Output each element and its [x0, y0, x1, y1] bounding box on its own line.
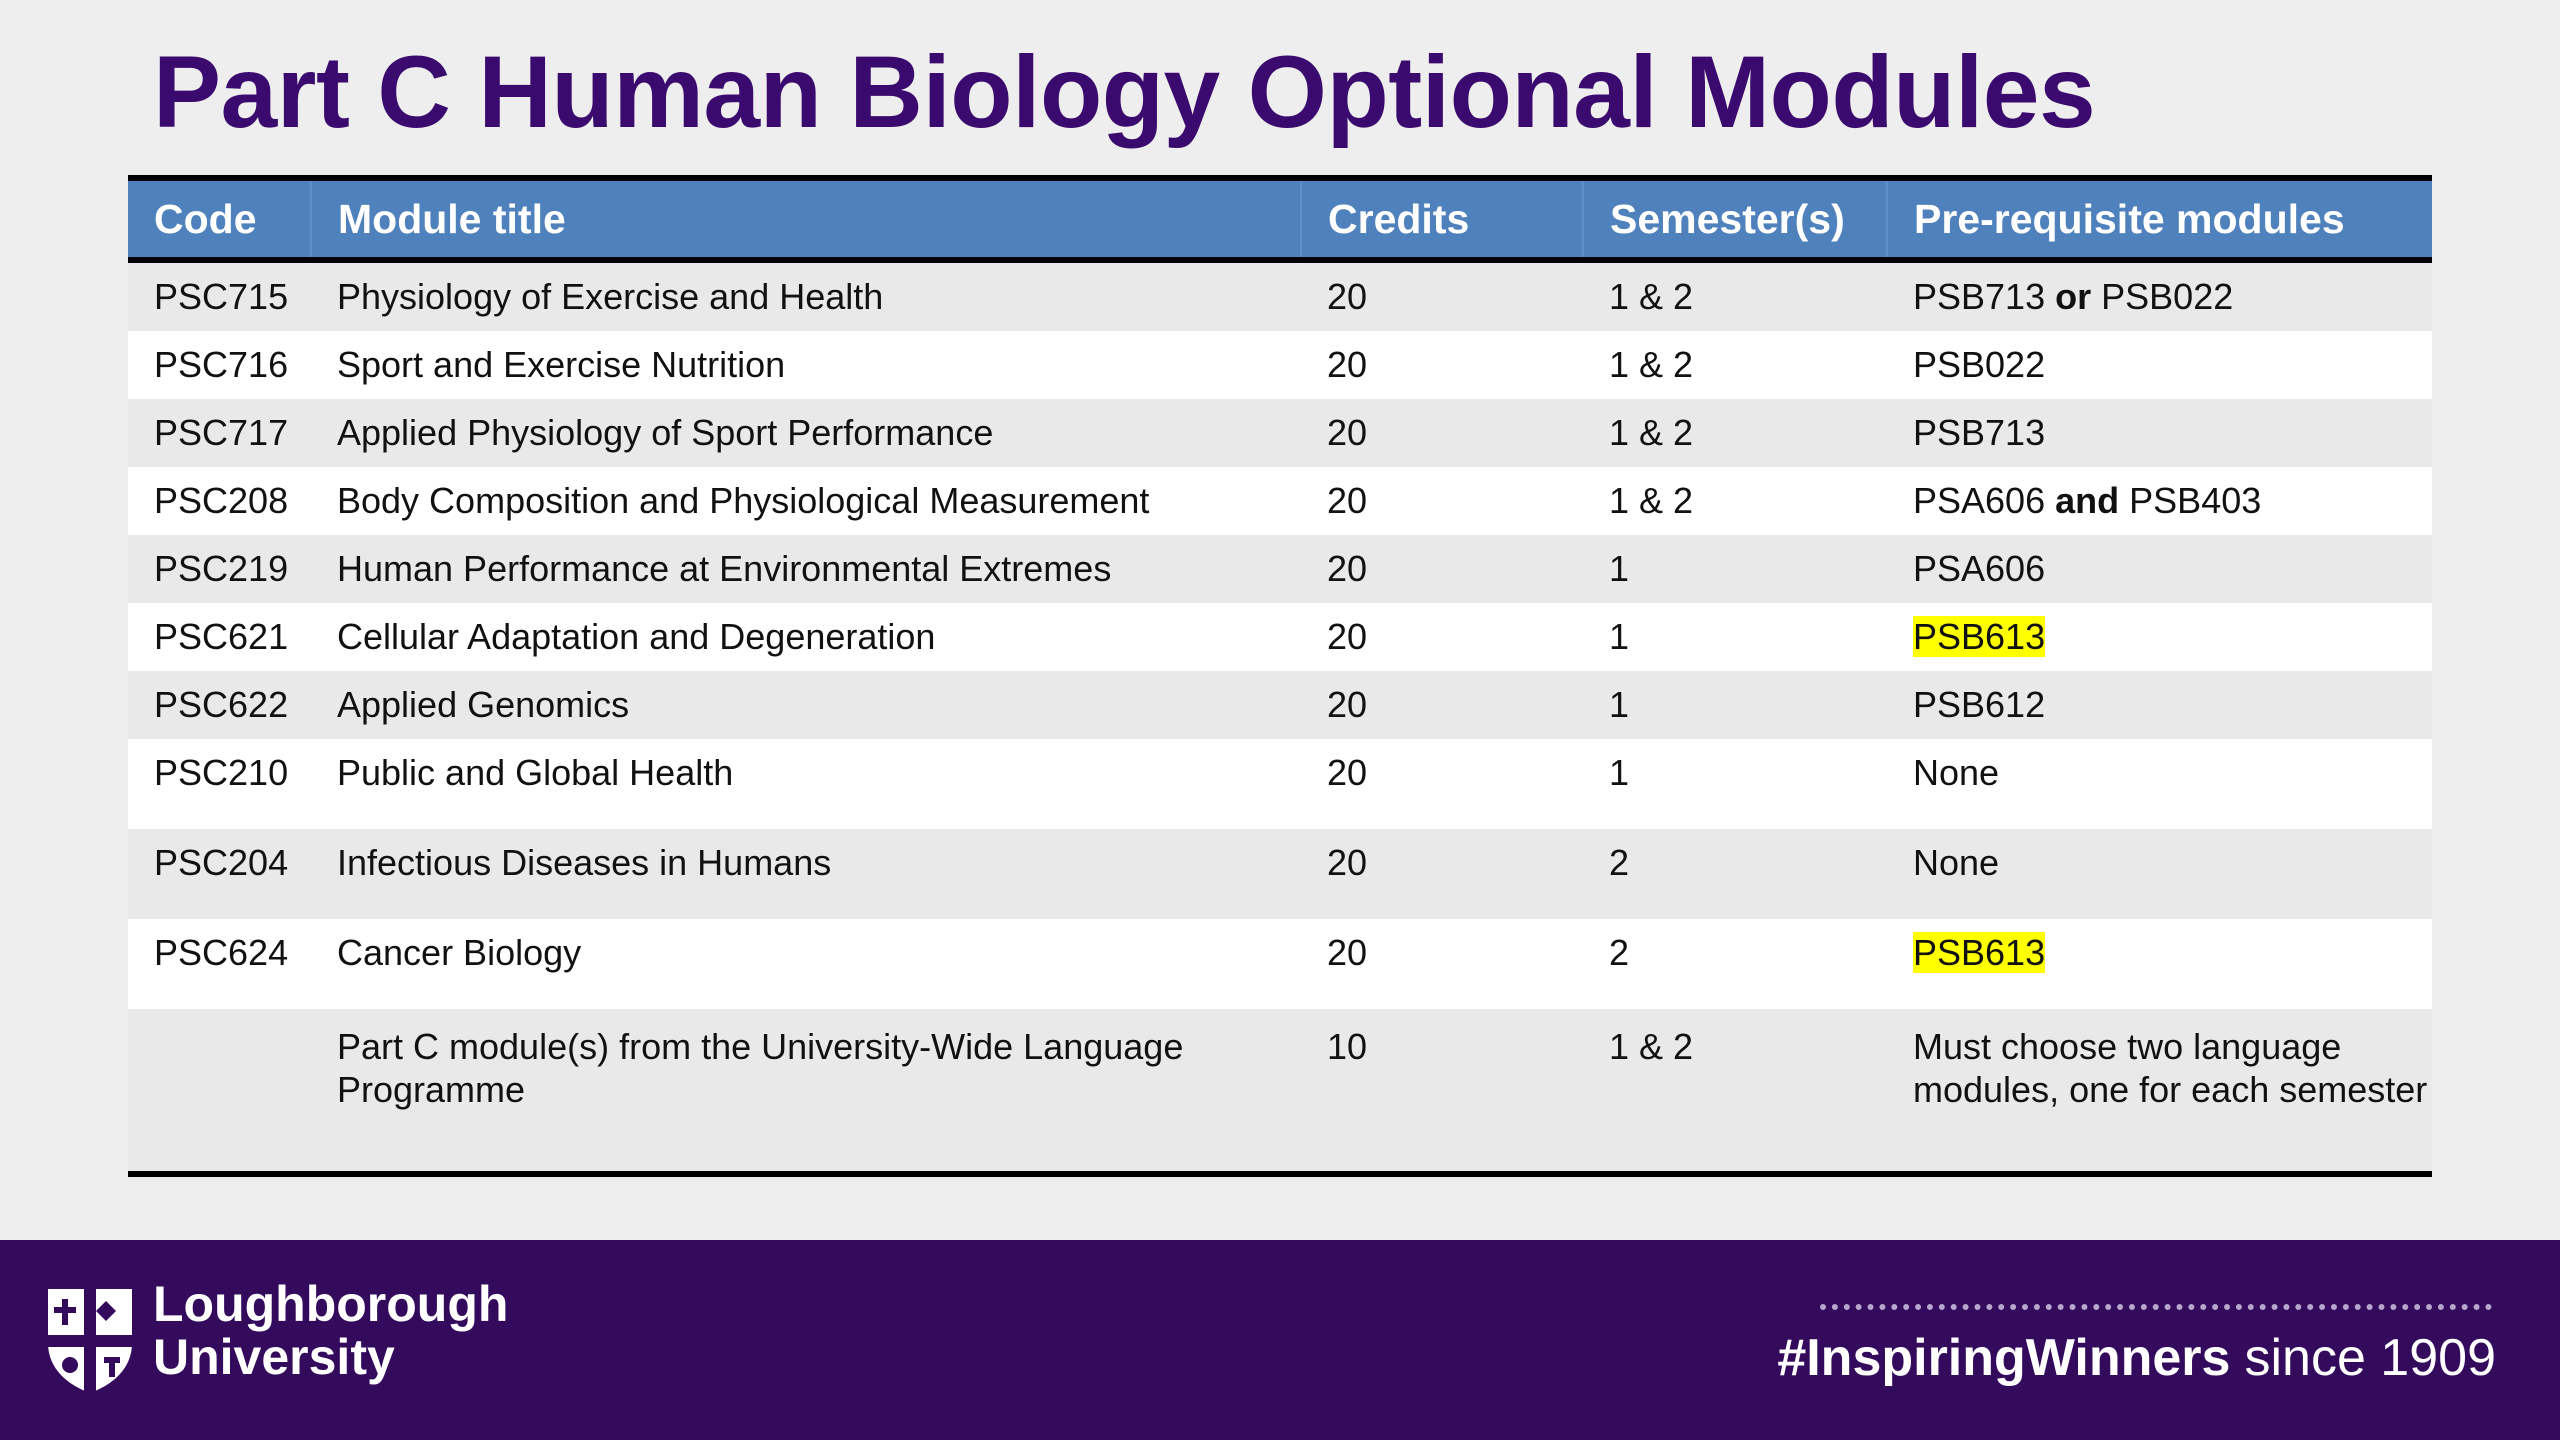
table-row: PSC716 Sport and Exercise Nutrition 20 1…	[128, 331, 2432, 399]
module-title: Sport and Exercise Nutrition	[311, 331, 1301, 399]
module-code: PSC208	[128, 467, 311, 535]
table-row: PSC219 Human Performance at Environmenta…	[128, 535, 2432, 603]
module-code: PSC210	[128, 739, 311, 829]
module-title: Cancer Biology	[311, 919, 1301, 1009]
module-semesters: 1 & 2	[1583, 399, 1887, 467]
module-semesters: 1 & 2	[1583, 467, 1887, 535]
module-semesters: 1 & 2	[1583, 260, 1887, 331]
prereq-module: PSB403	[2129, 480, 2262, 521]
module-semesters: 1	[1583, 739, 1887, 829]
university-name-line2: University	[153, 1329, 395, 1385]
module-prerequisites: Must choose two language modules, one fo…	[1887, 1009, 2432, 1177]
hashtag: #InspiringWinners	[1777, 1329, 2231, 1387]
module-semesters: 2	[1583, 829, 1887, 919]
module-title: Physiology of Exercise and Health	[311, 260, 1301, 331]
module-prerequisites: None	[1887, 829, 2432, 919]
dotted-divider	[1820, 1304, 2492, 1310]
module-code: PSC715	[128, 260, 311, 331]
module-prerequisites: PSB613	[1887, 603, 2432, 671]
module-credits: 20	[1301, 919, 1583, 1009]
prereq-module: PSB713	[1913, 276, 2046, 317]
module-code: PSC624	[128, 919, 311, 1009]
modules-table: Code Module title Credits Semester(s) Pr…	[128, 175, 2432, 1177]
highlighted-prereq: PSB613	[1913, 932, 2046, 973]
module-code	[128, 1009, 311, 1177]
table-row: PSC210 Public and Global Health 20 1 Non…	[128, 739, 2432, 829]
module-prerequisites: PSB612	[1887, 671, 2432, 739]
modules-table-container: Code Module title Credits Semester(s) Pr…	[128, 175, 2432, 1177]
module-credits: 20	[1301, 829, 1583, 919]
module-code: PSC621	[128, 603, 311, 671]
table-row: PSC621 Cellular Adaptation and Degenerat…	[128, 603, 2432, 671]
module-title: Infectious Diseases in Humans	[311, 829, 1301, 919]
module-prerequisites: PSB713	[1887, 399, 2432, 467]
module-prerequisites: PSB613	[1887, 919, 2432, 1009]
module-credits: 20	[1301, 671, 1583, 739]
table-row: PSC624 Cancer Biology 20 2 PSB613	[128, 919, 2432, 1009]
module-code: PSC622	[128, 671, 311, 739]
module-credits: 20	[1301, 260, 1583, 331]
table-row: PSC715 Physiology of Exercise and Health…	[128, 260, 2432, 331]
module-prerequisites: PSB713 or PSB022	[1887, 260, 2432, 331]
tagline: #InspiringWinners since 1909	[1777, 1328, 2496, 1388]
table-row: PSC208 Body Composition and Physiologica…	[128, 467, 2432, 535]
module-credits: 20	[1301, 467, 1583, 535]
module-code: PSC219	[128, 535, 311, 603]
table-row: PSC622 Applied Genomics 20 1 PSB612	[128, 671, 2432, 739]
prereq-conjunction: or	[2055, 276, 2092, 317]
module-title: Body Composition and Physiological Measu…	[311, 467, 1301, 535]
prereq-conjunction: and	[2055, 480, 2120, 521]
module-title: Applied Physiology of Sport Performance	[311, 399, 1301, 467]
header-code: Code	[128, 175, 312, 263]
module-prerequisites: PSA606 and PSB403	[1887, 467, 2432, 535]
prereq-module: PSB022	[2101, 276, 2234, 317]
header-module-title: Module title	[311, 175, 1302, 263]
module-title: Applied Genomics	[311, 671, 1301, 739]
highlighted-prereq: PSB613	[1913, 616, 2046, 657]
footer-bar: Loughborough University #InspiringWinner…	[0, 1240, 2560, 1440]
module-semesters: 1 & 2	[1583, 331, 1887, 399]
university-name-line1: Loughborough	[153, 1276, 509, 1332]
module-title: Human Performance at Environmental Extre…	[311, 535, 1301, 603]
module-credits: 20	[1301, 739, 1583, 829]
page-title: Part C Human Biology Optional Modules	[153, 35, 2096, 149]
module-credits: 20	[1301, 535, 1583, 603]
module-semesters: 1	[1583, 671, 1887, 739]
header-prerequisites: Pre-requisite modules	[1887, 175, 2432, 263]
module-code: PSC204	[128, 829, 311, 919]
module-credits: 20	[1301, 603, 1583, 671]
module-semesters: 1	[1583, 535, 1887, 603]
module-credits: 20	[1301, 399, 1583, 467]
prereq-module: PSA606	[1913, 480, 2046, 521]
module-prerequisites: None	[1887, 739, 2432, 829]
table-row: Part C module(s) from the University-Wid…	[128, 1009, 2432, 1177]
table-header-row: Code Module title Credits Semester(s) Pr…	[128, 175, 2432, 263]
module-title: Part C module(s) from the University-Wid…	[311, 1009, 1301, 1177]
module-semesters: 1 & 2	[1583, 1009, 1887, 1177]
since-year: since 1909	[2244, 1329, 2496, 1387]
header-semesters: Semester(s)	[1583, 175, 1888, 263]
university-crest-icon	[48, 1289, 132, 1393]
table-row: PSC717 Applied Physiology of Sport Perfo…	[128, 399, 2432, 467]
module-title: Cellular Adaptation and Degeneration	[311, 603, 1301, 671]
table-row: PSC204 Infectious Diseases in Humans 20 …	[128, 829, 2432, 919]
module-semesters: 1	[1583, 603, 1887, 671]
module-prerequisites: PSA606	[1887, 535, 2432, 603]
module-semesters: 2	[1583, 919, 1887, 1009]
module-title: Public and Global Health	[311, 739, 1301, 829]
university-name: Loughborough University	[153, 1278, 508, 1384]
module-prerequisites: PSB022	[1887, 331, 2432, 399]
module-code: PSC716	[128, 331, 311, 399]
module-code: PSC717	[128, 399, 311, 467]
module-credits: 10	[1301, 1009, 1583, 1177]
header-credits: Credits	[1301, 175, 1584, 263]
module-credits: 20	[1301, 331, 1583, 399]
